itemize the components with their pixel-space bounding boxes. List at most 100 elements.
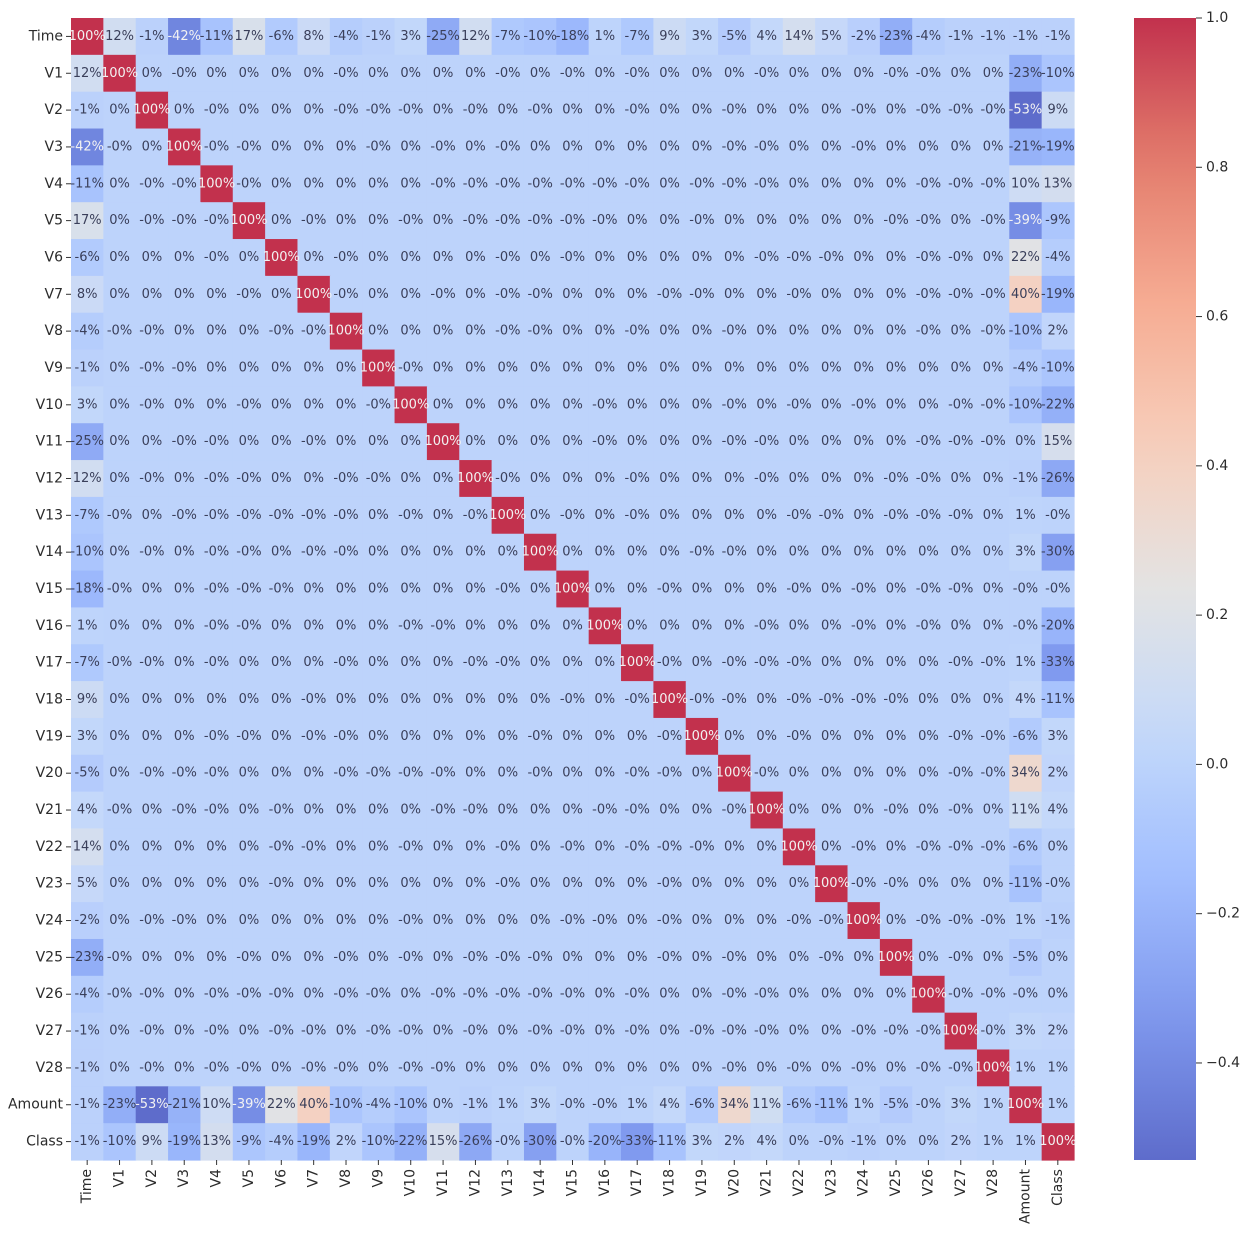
heatmap-cell-V12-V20: [718, 460, 752, 498]
cell-label-V4-V4: 100%: [198, 176, 235, 191]
cell-label-V28-V26: -0%: [916, 1060, 941, 1075]
cell-label-V3-V13: -0%: [495, 139, 520, 154]
heatmap-cell-Class-V4: [200, 1123, 234, 1161]
heatmap-cell-V24-V25: [879, 902, 913, 940]
cell-label-V8-Time: -4%: [75, 324, 100, 339]
cell-label-V28-V25: 0%: [886, 1060, 907, 1075]
heatmap-cell-Class-V24: [847, 1123, 881, 1161]
heatmap-cell-V27-V2: [135, 1012, 169, 1051]
cell-label-V17-V10: 0%: [400, 655, 421, 670]
heatmap-cell-V6-V24: [847, 239, 881, 277]
heatmap-cell-V18-V1: [103, 681, 137, 719]
heatmap-cell-V14-V27: [944, 533, 978, 572]
heatmap-cell-V26-V2: [135, 975, 169, 1014]
cell-label-V19-V17: 0%: [627, 729, 648, 744]
cell-label-V24-V23: -0%: [819, 913, 844, 928]
cell-label-V21-V18: 0%: [659, 803, 680, 818]
heatmap-cell-V2-V2: [135, 91, 169, 130]
heatmap-cell-V8-Amount: [1009, 312, 1043, 351]
heatmap-cell-V1-V10: [394, 54, 428, 93]
cell-label-V14-V2: -0%: [139, 545, 164, 560]
heatmap-cell-V7-Time: [71, 275, 104, 314]
heatmap-cell-V12-Time: [71, 460, 104, 498]
cell-label-V13-V3: -0%: [172, 508, 197, 523]
heatmap-cell-V2-V11: [426, 91, 460, 130]
heatmap-cell-V15-V10: [394, 570, 428, 609]
heatmap-cell-V24-V6: [265, 902, 299, 940]
cell-label-V15-V20: 0%: [724, 582, 745, 597]
heatmap-cell-V15-V11: [426, 570, 460, 609]
heatmap-cell-V19-V10: [394, 717, 428, 756]
cell-label-V2-V25: 0%: [886, 103, 907, 118]
cell-label-V18-V26: 0%: [918, 692, 939, 707]
cell-label-V10-V24: -0%: [851, 397, 876, 412]
heatmap-cell-Class-V14: [523, 1123, 557, 1161]
cell-label-V15-Class: -0%: [1045, 582, 1070, 597]
cell-label-V19-V18: -0%: [657, 729, 682, 744]
cell-label-V26-V28: -0%: [980, 987, 1005, 1002]
heatmap-cell-V15-V3: [168, 570, 202, 609]
heatmap-cell-V17-V18: [653, 644, 687, 682]
cell-label-V27-V12: -0%: [463, 1024, 488, 1039]
cell-label-V9-V23: 0%: [821, 360, 842, 375]
cell-label-Amount-V19: -6%: [689, 1097, 714, 1112]
heatmap-cell-V6-V26: [912, 239, 946, 277]
cell-label-Time-V26: -4%: [916, 29, 941, 44]
cell-label-V28-Class: 1%: [1048, 1060, 1069, 1075]
cell-label-V5-V8: 0%: [336, 213, 357, 228]
heatmap-cell-V6-V5: [232, 239, 266, 277]
heatmap-cell-V26-V9: [362, 975, 396, 1014]
heatmap-cell-V5-V6: [265, 202, 299, 240]
heatmap-cell-Time-Time: [71, 18, 104, 56]
heatmap-cell-V4-V19: [685, 165, 719, 203]
cell-label-V15-V10: 0%: [400, 582, 421, 597]
cell-label-V7-Time: 8%: [77, 287, 98, 302]
heatmap-cell-V17-V16: [588, 644, 622, 682]
cell-label-V7-V4: 0%: [206, 287, 227, 302]
cell-label-V13-V18: 0%: [659, 508, 680, 523]
cell-label-V2-V26: -0%: [916, 103, 941, 118]
cell-label-Class-V19: 3%: [692, 1134, 713, 1149]
cell-label-V5-V11: 0%: [433, 213, 454, 228]
heatmap-cell-V5-V15: [556, 202, 590, 240]
cell-label-Class-V9: -10%: [362, 1134, 396, 1149]
cell-label-V13-V7: -0%: [301, 508, 326, 523]
cell-label-Class-V26: 0%: [918, 1134, 939, 1149]
heatmap-cell-V18-V5: [232, 681, 266, 719]
cell-label-V4-Class: 13%: [1043, 176, 1072, 191]
heatmap-cell-V7-V17: [621, 275, 654, 314]
cell-label-V27-V15: -0%: [560, 1024, 585, 1039]
cell-label-Class-Class: 100%: [1039, 1134, 1076, 1149]
heatmap-cell-V16-V17: [621, 607, 654, 645]
heatmap-cell-V22-V26: [912, 828, 946, 866]
heatmap-cell-V3-V5: [232, 128, 266, 166]
cell-label-V10-V13: 0%: [497, 397, 518, 412]
heatmap-cell-Class-V8: [329, 1123, 363, 1161]
cell-label-V5-V10: -0%: [398, 213, 423, 228]
cell-label-V9-Class: -10%: [1041, 360, 1075, 375]
cell-label-V21-V3: -0%: [172, 803, 197, 818]
heatmap-cell-V4-V17: [621, 165, 654, 203]
cell-label-V23-V11: 0%: [433, 876, 454, 891]
heatmap-cell-V19-V27: [944, 717, 978, 756]
cell-label-V25-V27: -0%: [948, 950, 973, 965]
heatmap-cell-V28-V10: [394, 1049, 428, 1087]
heatmap-cell-V22-V17: [621, 828, 654, 866]
heatmap-cell-V18-V28: [976, 681, 1010, 719]
heatmap-cell-V7-V14: [523, 275, 557, 314]
cell-label-V12-V23: 0%: [821, 471, 842, 486]
heatmap-cell-V20-V12: [459, 754, 493, 793]
heatmap-cell-V14-V15: [556, 533, 590, 572]
cell-label-V9-V27: 0%: [950, 360, 971, 375]
heatmap-cell-V13-V16: [588, 496, 622, 535]
cell-label-V12-V5: -0%: [236, 471, 261, 486]
cell-label-V2-Class: 9%: [1048, 103, 1069, 118]
heatmap-cell-V4-V3: [168, 165, 202, 203]
cell-label-V28-V10: -0%: [398, 1060, 423, 1075]
cell-label-V15-V18: -0%: [657, 582, 682, 597]
cell-label-V3-Class: -19%: [1041, 139, 1075, 154]
heatmap-cell-V13-V6: [265, 496, 299, 535]
cell-label-V1-V16: 0%: [595, 66, 616, 81]
cell-label-V21-V4: -0%: [204, 803, 229, 818]
cell-label-V3-V1: -0%: [107, 139, 132, 154]
